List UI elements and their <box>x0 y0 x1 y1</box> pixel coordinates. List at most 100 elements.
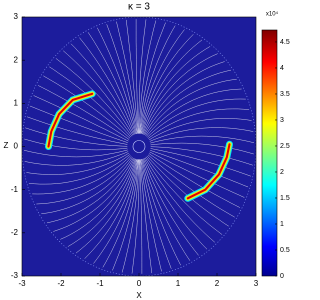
streamline <box>67 158 137 247</box>
colorbar <box>261 29 278 277</box>
chart-title: κ = 3 <box>128 2 150 13</box>
streamline <box>43 75 131 139</box>
x-tick-label: -3 <box>18 279 26 288</box>
colorbar-tick-label: 4 <box>280 65 284 72</box>
colorbar-tick-label: 4.5 <box>280 39 290 46</box>
streamline <box>143 157 208 250</box>
streamline <box>139 159 143 274</box>
streamline <box>141 39 203 134</box>
streamline <box>36 156 132 205</box>
streamline <box>33 95 129 142</box>
streamline <box>150 150 249 188</box>
y-tick-label: 3 <box>14 12 19 21</box>
colorbar-tick-label: 2.5 <box>280 143 290 150</box>
x-tick-label: 1 <box>176 279 181 288</box>
streamline <box>149 127 254 142</box>
streamline <box>125 19 139 134</box>
streamline <box>141 159 181 266</box>
streamline <box>144 157 215 243</box>
streamline <box>25 127 128 147</box>
streamline <box>150 135 255 144</box>
colorbar-tick-label: 1 <box>280 221 284 228</box>
streamline <box>140 34 194 134</box>
streamline <box>149 151 245 198</box>
streamline <box>97 27 137 134</box>
streamline <box>147 154 235 218</box>
streamline <box>148 118 252 141</box>
streamline <box>140 159 162 272</box>
y-tick-label: 2 <box>14 55 19 64</box>
streamline <box>139 25 176 134</box>
streamline <box>102 159 139 268</box>
streamline <box>112 159 139 271</box>
streamline <box>139 22 166 134</box>
y-axis-label: Z <box>4 141 9 150</box>
colorbar-tick-label: 3.5 <box>280 91 290 98</box>
streamline <box>142 53 218 135</box>
streamline <box>106 24 138 134</box>
x-tick-label: 3 <box>254 279 259 288</box>
colorbar-tick-label: 1.5 <box>280 195 290 202</box>
y-tick-label: -1 <box>11 185 19 194</box>
streamline <box>24 151 129 166</box>
streamline <box>142 158 191 261</box>
y-tick-label: -2 <box>11 228 19 237</box>
colorbar-tick-label: 0 <box>280 273 284 280</box>
streamline <box>26 152 130 175</box>
streamline <box>37 85 130 140</box>
streamline <box>145 78 237 136</box>
streamline <box>144 69 232 136</box>
streamline <box>145 156 223 235</box>
streamline <box>28 154 130 185</box>
x-tick-label: -1 <box>96 279 104 288</box>
y-tick-label: -3 <box>11 271 19 280</box>
streamline <box>55 58 133 137</box>
y-tick-label: 1 <box>14 98 19 107</box>
streamline <box>139 159 153 274</box>
streamline <box>84 159 138 259</box>
streamline <box>29 105 128 143</box>
streamline <box>49 66 132 138</box>
streamline <box>148 153 241 208</box>
x-tick-label: 0 <box>137 279 142 288</box>
streamline <box>131 159 140 274</box>
hotspot <box>47 92 94 148</box>
streamline <box>87 32 136 135</box>
streamline <box>138 19 147 134</box>
chart: κ = 3 X Z x10⁴ -3 -2 -1 0 1 2 3 -3 -2 -1 0 1 2 3 0 0.5 1… <box>4 2 290 300</box>
colorbar-label: x10⁴ <box>266 11 279 18</box>
streamline <box>60 158 136 240</box>
core <box>132 140 146 153</box>
streamline <box>146 88 242 137</box>
x-axis-label: X <box>136 291 142 300</box>
streamline <box>140 29 185 134</box>
streamline <box>75 159 137 254</box>
streamline <box>141 46 211 135</box>
streamline <box>150 146 253 166</box>
streamline <box>150 142 254 155</box>
colorbar-tick-label: 3 <box>280 117 284 124</box>
colorbar-tick-label: 0.5 <box>280 247 290 254</box>
streamline <box>46 157 134 224</box>
colorbar-tick-label: 2 <box>280 169 284 176</box>
streamline <box>147 98 246 138</box>
field <box>22 17 256 276</box>
streamline <box>116 21 138 134</box>
streamline <box>23 149 128 158</box>
streamline <box>24 138 128 151</box>
hotspot <box>186 143 231 200</box>
streamline <box>148 108 250 139</box>
streamline <box>32 155 131 195</box>
streamline <box>27 116 128 145</box>
y-tick-label: 0 <box>14 142 19 151</box>
streamline <box>135 19 139 134</box>
streamline <box>121 159 140 273</box>
streamline <box>70 43 135 136</box>
streamline <box>79 37 135 135</box>
streamline <box>93 159 138 264</box>
streamline <box>140 159 172 269</box>
streamline <box>63 50 134 136</box>
streamline <box>143 158 199 256</box>
streamline <box>41 157 133 215</box>
streamline <box>53 158 135 232</box>
